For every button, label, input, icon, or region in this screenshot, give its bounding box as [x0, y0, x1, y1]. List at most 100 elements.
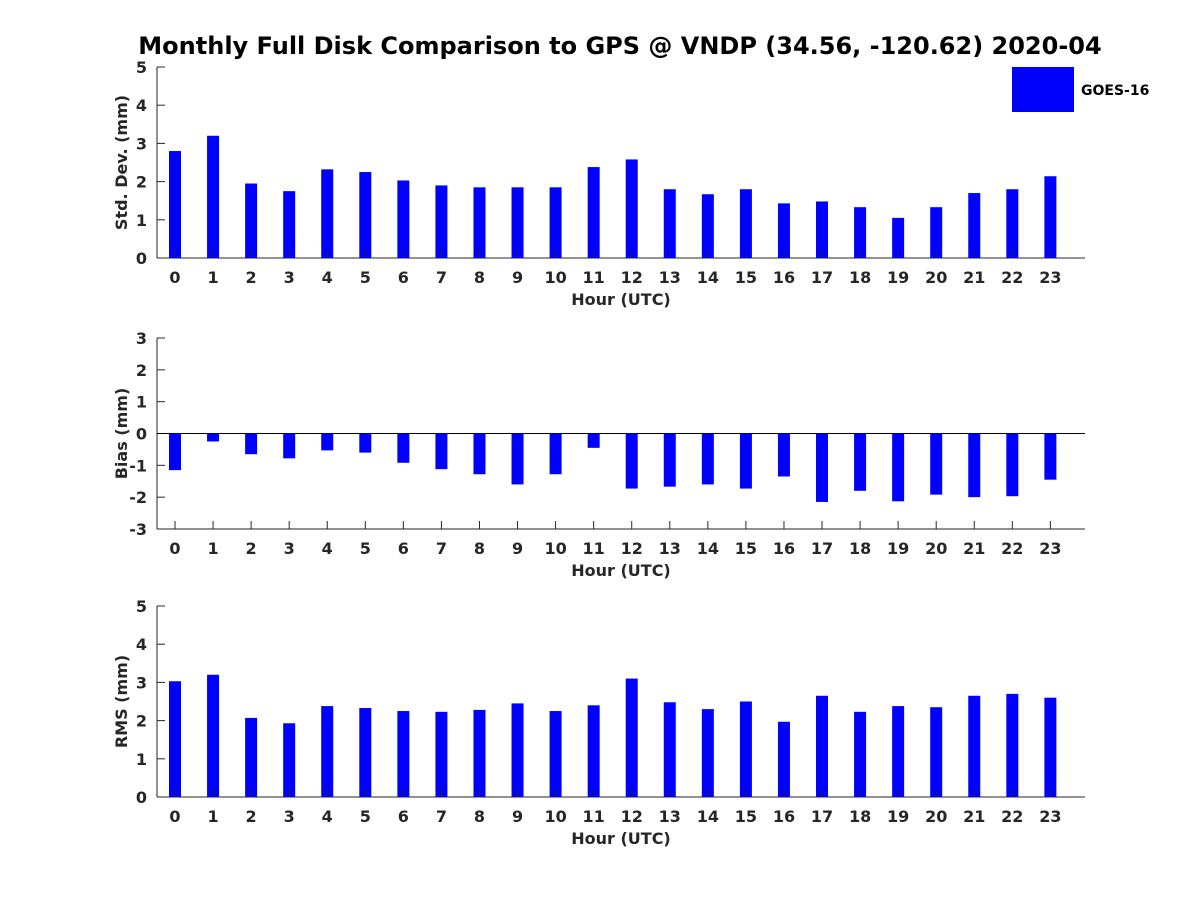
x-tick-label: 7	[436, 268, 447, 287]
x-tick-label: 8	[474, 539, 485, 558]
bar-hour-19	[892, 433, 905, 502]
bar-hour-10	[549, 711, 562, 797]
x-tick-label: 13	[659, 807, 681, 826]
x-tick-label: 3	[284, 539, 295, 558]
bar-hour-23	[1044, 176, 1057, 258]
y-tick-label: -3	[129, 520, 147, 539]
y-tick-label: 1	[136, 393, 147, 412]
y-axis-label: RMS (mm)	[112, 655, 131, 748]
bar-hour-3	[283, 191, 296, 258]
x-tick-label: 5	[360, 268, 371, 287]
bar-hour-17	[816, 695, 829, 797]
x-tick-label: 23	[1039, 539, 1061, 558]
bar-hour-18	[854, 207, 867, 258]
bar-hour-1	[207, 135, 220, 258]
x-tick-label: 13	[659, 539, 681, 558]
x-tick-label: 22	[1001, 807, 1023, 826]
bar-hour-1	[207, 674, 220, 797]
x-tick-label: 6	[398, 807, 409, 826]
bar-hour-22	[1006, 189, 1019, 258]
bar-hour-11	[587, 433, 600, 448]
x-tick-label: 15	[735, 807, 757, 826]
bar-hour-4	[321, 169, 334, 258]
x-tick-label: 9	[512, 807, 523, 826]
x-tick-label: 10	[544, 268, 566, 287]
x-tick-label: 14	[697, 807, 719, 826]
x-tick-label: 0	[169, 807, 180, 826]
bar-hour-8	[473, 433, 486, 475]
bar-hour-2	[245, 433, 258, 455]
y-tick-label: 5	[136, 58, 147, 77]
x-tick-label: 16	[773, 268, 795, 287]
y-tick-label: 0	[136, 788, 147, 807]
legend-label-goes-16: GOES-16	[1081, 83, 1149, 99]
bar-hour-7	[435, 185, 448, 258]
bar-hour-12	[625, 433, 638, 489]
y-tick-label: 4	[136, 96, 147, 115]
x-tick-label: 10	[544, 807, 566, 826]
bar-hour-15	[739, 701, 752, 797]
x-tick-label: 4	[322, 539, 333, 558]
x-tick-label: 22	[1001, 268, 1023, 287]
x-tick-label: 1	[207, 539, 218, 558]
y-tick-label: 3	[136, 134, 147, 153]
bar-hour-0	[169, 433, 181, 471]
x-tick-label: 20	[925, 539, 947, 558]
x-tick-label: 1	[207, 807, 218, 826]
legend: GOES-16	[1012, 67, 1149, 112]
x-tick-label: 9	[512, 539, 523, 558]
y-axis-label: Bias (mm)	[112, 388, 131, 480]
bar-hour-0	[169, 681, 181, 797]
x-tick-label: 0	[169, 539, 180, 558]
bar-hour-0	[169, 151, 181, 258]
bar-hour-14	[701, 709, 714, 797]
bar-hour-9	[511, 433, 524, 485]
x-tick-label: 22	[1001, 539, 1023, 558]
bar-hour-8	[473, 709, 486, 797]
bar-hour-4	[321, 706, 334, 797]
bar-hour-6	[397, 711, 410, 797]
bar-hour-2	[245, 183, 258, 258]
y-tick-label: 0	[136, 425, 147, 444]
x-tick-label: 19	[887, 268, 909, 287]
y-tick-label: 3	[136, 329, 147, 348]
bar-hour-23	[1044, 433, 1057, 480]
y-tick-label: 5	[136, 597, 147, 616]
x-tick-label: 15	[735, 539, 757, 558]
x-tick-label: 11	[583, 539, 605, 558]
bar-hour-7	[435, 433, 448, 470]
x-tick-label: 17	[811, 807, 833, 826]
x-tick-label: 6	[398, 268, 409, 287]
bar-hour-19	[892, 706, 905, 797]
y-tick-label: 3	[136, 673, 147, 692]
x-tick-label: 18	[849, 807, 871, 826]
bar-hour-3	[283, 723, 296, 797]
x-tick-label: 8	[474, 807, 485, 826]
x-tick-label: 13	[659, 268, 681, 287]
bar-hour-20	[930, 207, 943, 258]
bar-hour-12	[625, 678, 638, 797]
x-tick-label: 20	[925, 268, 947, 287]
bar-hour-23	[1044, 697, 1057, 797]
bar-hour-5	[359, 433, 372, 453]
y-tick-label: 0	[136, 249, 147, 268]
x-tick-label: 0	[169, 268, 180, 287]
bar-hour-5	[359, 707, 372, 797]
bar-hour-22	[1006, 693, 1019, 797]
x-tick-label: 12	[621, 807, 643, 826]
x-tick-label: 23	[1039, 268, 1061, 287]
bar-hour-16	[777, 203, 790, 258]
bar-hour-4	[321, 433, 334, 451]
bar-hour-14	[701, 194, 714, 258]
bar-hour-18	[854, 711, 867, 797]
y-tick-label: 1	[136, 750, 147, 769]
x-tick-label: 10	[544, 539, 566, 558]
bar-hour-18	[854, 433, 867, 491]
bar-hour-5	[359, 172, 372, 258]
bar-hour-16	[777, 433, 790, 477]
x-tick-label: 11	[583, 807, 605, 826]
x-tick-label: 20	[925, 807, 947, 826]
bar-hour-12	[625, 159, 638, 258]
